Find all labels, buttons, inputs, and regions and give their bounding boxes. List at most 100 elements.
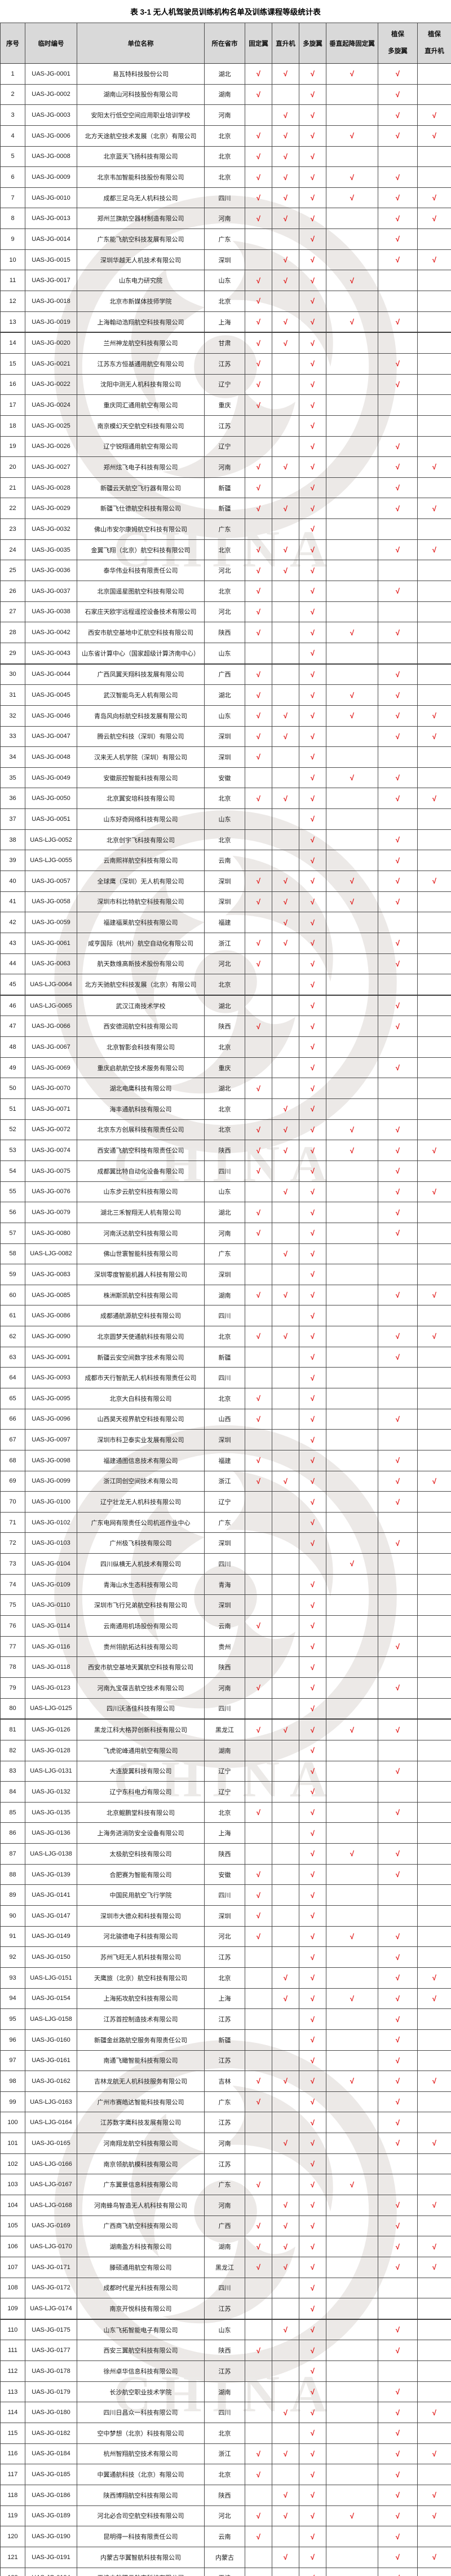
table-row: 59 UAS-JG-0083 深圳零度智能机器人科技有限公司 深圳 √ — [0, 1264, 451, 1285]
check-fixed-wing — [245, 1346, 272, 1368]
check-fixed-wing — [245, 808, 272, 830]
check-vtol-fixed-wing — [326, 415, 378, 437]
row-no: 97 — [0, 2050, 25, 2072]
row-name: 上海翰动浩翔航空科技有限公司 — [77, 311, 205, 333]
check-agri-helicopter — [417, 270, 451, 292]
row-code: UAS-JG-0150 — [25, 1946, 77, 1968]
row-no: 110 — [0, 2318, 25, 2341]
check-agri-multirotor — [378, 912, 418, 933]
check-agri-helicopter — [417, 1408, 451, 1430]
check-agri-multirotor: √ — [378, 2091, 418, 2113]
row-name: 易瓦特科技股份公司 — [77, 63, 205, 85]
row-name: 广东电网有限责任公司机巡作业中心 — [77, 1511, 205, 1533]
row-no: 13 — [0, 311, 25, 333]
check-agri-helicopter — [417, 311, 451, 333]
row-name: 西安市航空基地天翼航空科技有限公司 — [77, 1656, 205, 1678]
row-code: UAS-JG-0139 — [25, 1863, 77, 1885]
row-code: UAS-JG-0171 — [25, 2256, 77, 2278]
check-agri-multirotor — [378, 974, 418, 996]
check-multirotor: √ — [299, 1532, 326, 1554]
check-agri-helicopter — [417, 146, 451, 168]
check-helicopter: √ — [272, 1967, 299, 1989]
row-no: 82 — [0, 1739, 25, 1761]
row-province: 深圳 — [204, 1905, 245, 1927]
row-code: UAS-JG-0061 — [25, 932, 77, 954]
check-agri-multirotor — [378, 1511, 418, 1533]
row-code: UAS-JG-0066 — [25, 1016, 77, 1038]
check-vtol-fixed-wing — [326, 2526, 378, 2547]
check-helicopter — [272, 581, 299, 602]
row-no: 116 — [0, 2443, 25, 2465]
row-name: 合肥赛为智能有限公司 — [77, 1863, 205, 1885]
row-code: UAS-JG-0003 — [25, 104, 77, 126]
row-no: 40 — [0, 870, 25, 892]
check-fixed-wing: √ — [245, 353, 272, 375]
row-province: 云南 — [204, 2526, 245, 2547]
row-name: 北京创宇飞科技有限公司 — [77, 829, 205, 851]
check-multirotor: √ — [299, 208, 326, 230]
row-no: 101 — [0, 2133, 25, 2154]
check-fixed-wing: √ — [245, 705, 272, 727]
check-vtol-fixed-wing: √ — [326, 63, 378, 85]
check-agri-helicopter — [417, 1388, 451, 1409]
check-helicopter — [272, 2008, 299, 2030]
row-no: 78 — [0, 1656, 25, 1678]
row-name: 北京智影会科技有限公司 — [77, 1036, 205, 1058]
check-multirotor: √ — [299, 311, 326, 333]
check-agri-multirotor: √ — [378, 353, 418, 375]
row-no: 51 — [0, 1098, 25, 1120]
row-name: 佛山世寰智能科技有限公司 — [77, 1243, 205, 1265]
row-province: 江苏 — [204, 415, 245, 437]
check-agri-multirotor: √ — [378, 1532, 418, 1554]
row-province: 黑龙江 — [204, 1718, 245, 1740]
check-vtol-fixed-wing — [326, 1305, 378, 1327]
check-multirotor: √ — [299, 1594, 326, 1616]
row-code: UAS-JG-0169 — [25, 2215, 77, 2237]
check-fixed-wing: √ — [245, 2256, 272, 2278]
check-fixed-wing: √ — [245, 870, 272, 892]
check-multirotor: √ — [299, 1863, 326, 1885]
row-name: 重庆启航航空技术服务有限公司 — [77, 1057, 205, 1079]
table-row: 36 UAS-JG-0050 北京翼安培科技有限公司 北京 √ √ √ √ √ — [0, 788, 451, 810]
check-multirotor: √ — [299, 953, 326, 975]
check-agri-helicopter: √ — [417, 1988, 451, 2010]
row-province: 深圳 — [204, 249, 245, 271]
check-vtol-fixed-wing — [326, 2340, 378, 2362]
check-agri-helicopter: √ — [417, 1284, 451, 1306]
check-multirotor: √ — [299, 1470, 326, 1492]
table-row: 64 UAS-JG-0093 成都市天行智航无人机科技有限责任公司 四川 √ — [0, 1367, 451, 1388]
check-helicopter — [272, 1202, 299, 1223]
row-name: 西安通飞航空科技有限责任公司 — [77, 1140, 205, 1161]
check-agri-helicopter: √ — [417, 2071, 451, 2092]
check-vtol-fixed-wing: √ — [326, 1843, 378, 1865]
check-helicopter — [272, 1160, 299, 1182]
check-vtol-fixed-wing — [326, 2008, 378, 2030]
check-fixed-wing — [245, 1946, 272, 1968]
row-name: 北京市新媒体技师学院 — [77, 291, 205, 312]
table-row: 5 UAS-JG-0008 北京蓝天飞扬科技有限公司 北京 √ √ √ — [0, 146, 451, 168]
row-name: 天鹰旅（北京）航空科技有限公司 — [77, 1967, 205, 1989]
row-province: 四川 — [204, 187, 245, 209]
row-name: 南通飞瞰智能科技有限公司 — [77, 2050, 205, 2072]
check-agri-helicopter — [417, 1884, 451, 1906]
row-name: 新疆金丝路航空服务有限责任公司 — [77, 2029, 205, 2051]
check-helicopter: √ — [272, 332, 299, 354]
row-code: UAS-JG-0075 — [25, 1160, 77, 1182]
check-helicopter — [272, 994, 299, 1017]
check-agri-helicopter — [417, 2340, 451, 2362]
check-multirotor: √ — [299, 104, 326, 126]
check-agri-multirotor: √ — [378, 187, 418, 209]
table-body: 1 UAS-JG-0001 易瓦特科技股份公司 湖北 √ √ √ √ √ 2 UAS-JG-0002… — [0, 63, 451, 2576]
check-fixed-wing — [245, 1843, 272, 1865]
check-helicopter: √ — [272, 2133, 299, 2154]
check-agri-multirotor — [378, 518, 418, 540]
row-name: 湖北电鹰科技有限公司 — [77, 1078, 205, 1100]
row-no: 10 — [0, 249, 25, 271]
row-province: 山东 — [204, 705, 245, 727]
row-name: 山东省计算中心（国家超级计算济南中心） — [77, 642, 205, 665]
check-fixed-wing — [245, 2423, 272, 2444]
check-vtol-fixed-wing — [326, 208, 378, 230]
check-helicopter — [272, 2381, 299, 2403]
check-vtol-fixed-wing: √ — [326, 2505, 378, 2527]
check-multirotor: √ — [299, 1016, 326, 1038]
